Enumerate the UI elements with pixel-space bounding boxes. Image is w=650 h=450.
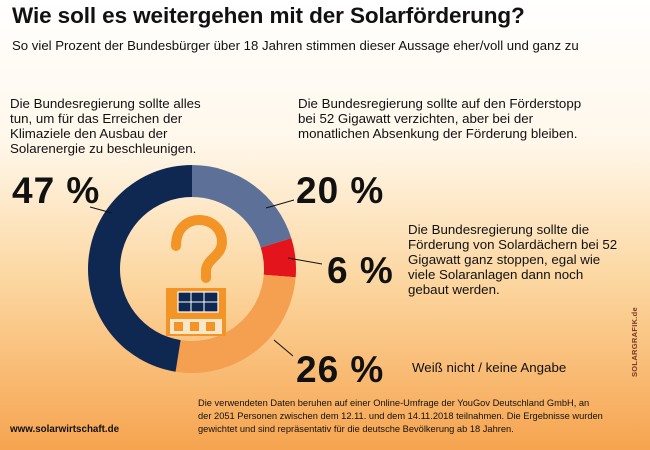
statement-slice-1: Die Bundesregierung sollte alles tun, um… [10,96,201,156]
value-label-slice-3: 6 % [327,250,394,291]
donut-slices [87,165,296,373]
leader-line-3 [287,257,323,265]
value-label-slice-4: 26 % [296,349,385,390]
statement-slice-3: Die Bundesregierung sollte die Förderung… [408,222,618,297]
website-link[interactable]: www.solarwirtschaft.de [10,424,120,435]
donut-slice-1 [87,165,192,372]
value-label-slice-1: 47 % [12,170,101,211]
statement-slice-2: Die Bundesregierung sollte auf den Förde… [298,96,582,141]
value-label-slice-2: 20 % [296,170,385,211]
source-footnote: Die verwendeten Daten beruhen auf einer … [198,398,603,434]
leader-line-4 [273,339,294,357]
page-subtitle: So viel Prozent der Bundesbürger über 18… [12,38,579,53]
donut-slice-3 [260,238,296,278]
page-title: Wie soll es weitergehen mit der Solarför… [12,3,525,28]
question-house-icon [166,214,228,336]
leader-line-2 [265,199,295,209]
donut-slice-4 [175,274,296,373]
leader-line-1 [89,206,113,214]
statement-slice-4: Weiß nicht / keine Angabe [412,360,567,375]
side-credit: SOLARGRAFIK.de [630,306,639,377]
donut-slice-2 [192,165,292,248]
